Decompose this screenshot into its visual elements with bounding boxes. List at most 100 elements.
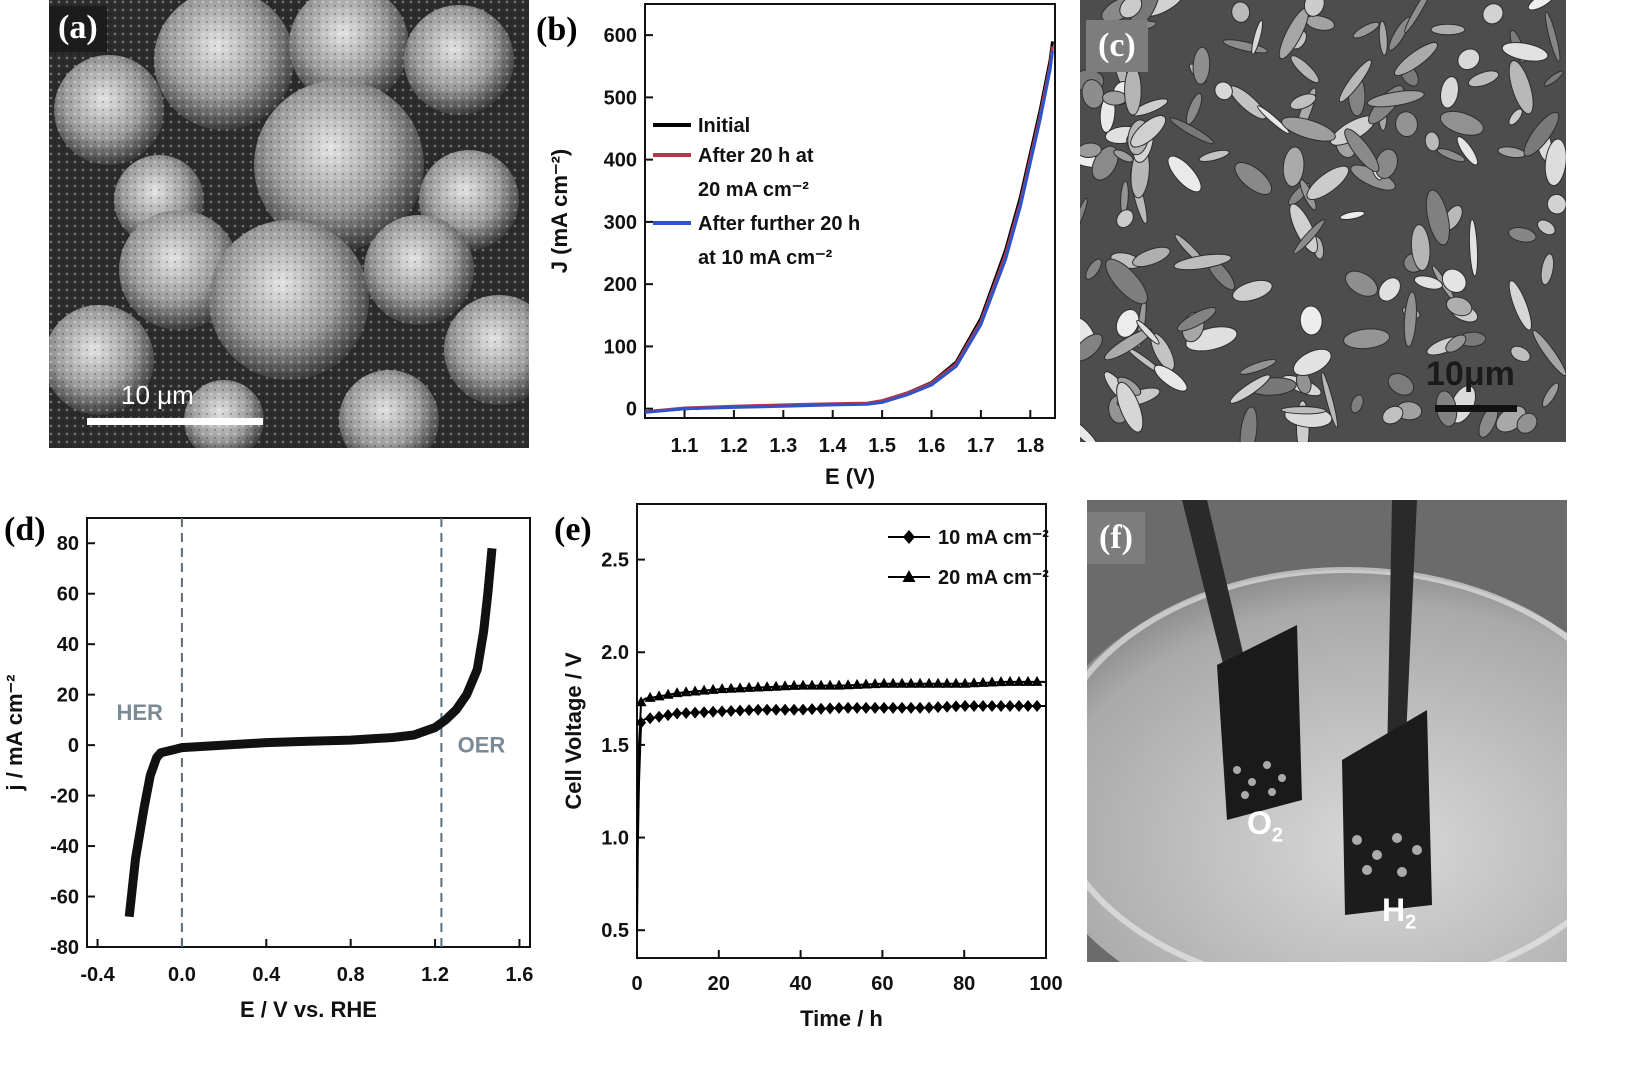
- series-marker: [915, 701, 926, 714]
- x-tick-label: 0.0: [168, 964, 196, 986]
- x-tick-label: 1.7: [967, 435, 995, 457]
- nanosheet-flake: [1306, 165, 1350, 200]
- nanosheet-flake: [1382, 405, 1404, 425]
- y-tick-label: 1.5: [601, 735, 629, 757]
- nanosheet-flake: [1367, 90, 1425, 108]
- nanosheet-flake: [1343, 328, 1391, 350]
- x-axis-label: E (V): [825, 464, 875, 489]
- series-marker: [690, 706, 701, 719]
- nanosheet-flake: [1410, 224, 1431, 271]
- series-line: [636, 705, 1046, 931]
- nanosheet-flake: [1239, 359, 1277, 375]
- cathode-gas-label: H2: [1382, 892, 1417, 934]
- nanosheet-flake: [1116, 381, 1144, 433]
- legend-entry: 20 mA cm⁻²: [938, 567, 1049, 589]
- y-tick-label: -40: [50, 836, 79, 858]
- scale-bar-label-a: 10 μm: [121, 380, 194, 410]
- series-marker: [834, 701, 845, 714]
- nanosheet-flake: [1424, 131, 1440, 152]
- x-tick-label: 1.1: [671, 435, 699, 457]
- nanosheet-flake: [1080, 333, 1103, 362]
- y-tick-label: -20: [50, 786, 79, 808]
- nanosheet-flake: [1508, 280, 1532, 331]
- nanosheet-flake: [1251, 20, 1263, 55]
- nanosheet-flake: [1508, 108, 1523, 126]
- cathode-electrode: [1342, 710, 1432, 915]
- y-tick-label: 200: [604, 274, 637, 296]
- series-marker: [960, 699, 971, 712]
- y-tick-label: 2.5: [601, 550, 629, 572]
- x-tick-label: 0.4: [252, 964, 281, 986]
- nanosheet-flake: [1457, 48, 1481, 71]
- series-marker: [645, 712, 656, 725]
- series-marker: [914, 677, 926, 688]
- x-tick-label: 1.2: [720, 435, 748, 457]
- nanosheet-flake: [1281, 116, 1336, 142]
- series-marker: [977, 676, 989, 687]
- y-tick-label: 0.5: [601, 920, 629, 942]
- nanosheet-flake: [1439, 110, 1484, 136]
- nanosheet-flake: [1532, 329, 1566, 377]
- nanosheet-flake: [1153, 364, 1188, 392]
- nanosheet-flake: [1510, 345, 1531, 363]
- region-label-oer: OER: [458, 733, 506, 758]
- series-marker: [923, 677, 935, 688]
- y-tick-label: 0: [626, 399, 637, 421]
- nanosheet-flake: [1387, 373, 1415, 396]
- series-marker: [860, 678, 872, 689]
- series-marker: [878, 677, 890, 688]
- series-marker: [708, 705, 719, 718]
- x-tick-label: 1.6: [506, 964, 534, 986]
- y-tick-label: 1.0: [601, 828, 629, 850]
- nanosheet-flake: [1482, 3, 1504, 25]
- nanosheet-flake: [1234, 162, 1273, 195]
- nanosheet-flake: [1132, 246, 1171, 268]
- sem-image-c: 10μm (c): [1080, 0, 1566, 442]
- scale-bar-a: [87, 418, 263, 425]
- series-marker: [906, 701, 917, 714]
- nanosheet-flake: [1467, 70, 1500, 88]
- nanosheet-flake: [1339, 210, 1366, 220]
- series-marker: [672, 707, 683, 720]
- nanosheet-flake: [1293, 219, 1325, 255]
- series-marker: [959, 677, 971, 688]
- x-tick-label: -0.4: [80, 964, 115, 986]
- series-line: [644, 50, 1054, 414]
- series-marker: [635, 696, 647, 707]
- panel-label-d: (d): [4, 511, 46, 548]
- plot-frame: [644, 3, 1056, 419]
- legend-entry: Initial: [698, 115, 750, 137]
- nanosheet-flake: [1507, 226, 1537, 243]
- series-marker: [707, 683, 719, 694]
- y-tick-label: 60: [57, 584, 79, 606]
- series-marker: [843, 701, 854, 714]
- series-marker: [680, 686, 692, 697]
- series-marker: [996, 699, 1007, 712]
- series-marker: [1005, 699, 1016, 712]
- series-marker: [852, 701, 863, 714]
- x-tick-label: 20: [708, 973, 730, 995]
- nanosheet-flake: [1214, 81, 1233, 101]
- series-marker: [933, 701, 944, 714]
- x-tick-label: 1.4: [819, 435, 848, 457]
- nanosheet-flake: [1441, 268, 1467, 293]
- nanosheet-flake: [1303, 0, 1325, 17]
- series-marker: [698, 684, 710, 695]
- series-marker: [1031, 675, 1043, 686]
- series-marker: [725, 682, 737, 693]
- panel-label-f: (f): [1087, 512, 1145, 564]
- chart-b: 1.1 1.2 1.3 1.4 1.5 1.6 1.7 1.8 0 100 200 300 400 500…: [530, 0, 1075, 500]
- series-marker: [842, 679, 854, 690]
- y-tick-label: 40: [57, 634, 79, 656]
- nanosheet-flake: [1192, 46, 1211, 85]
- y-tick-label: 20: [57, 685, 79, 707]
- series-marker: [762, 703, 773, 716]
- scale-bar-c: [1435, 405, 1517, 412]
- nanosheet-flake: [1508, 60, 1534, 115]
- nanosheet-flake: [1445, 296, 1473, 317]
- x-axis-label: Time / h: [800, 1006, 883, 1031]
- series-marker: [950, 677, 962, 688]
- x-tick-label: 0.8: [337, 964, 365, 986]
- nanosheet-flake: [1352, 21, 1380, 39]
- series-marker: [833, 679, 845, 690]
